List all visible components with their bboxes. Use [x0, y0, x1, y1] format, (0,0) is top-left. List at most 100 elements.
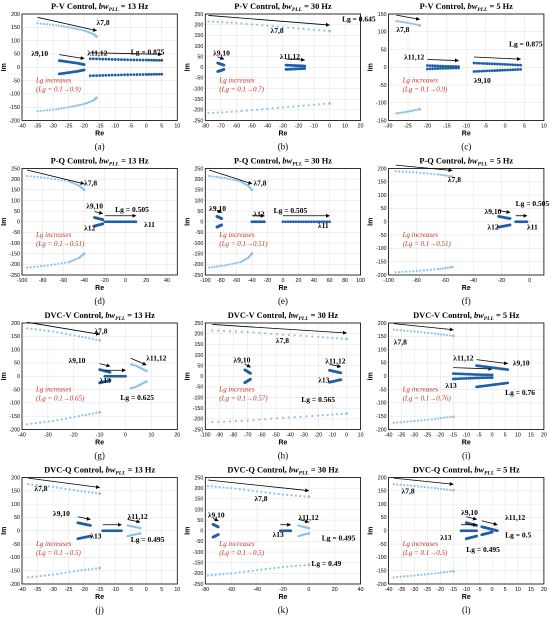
eigen-point: [104, 73, 108, 77]
eigen-point: [243, 570, 246, 573]
annotation-label: Lg = 0.645: [342, 14, 376, 23]
eigen-point: [450, 265, 454, 269]
x-tick-label: 0: [328, 124, 331, 130]
eigen-point: [396, 483, 399, 486]
branch: [328, 363, 343, 375]
eigen-point: [286, 493, 289, 496]
eigen-point: [160, 72, 164, 76]
eigen-point: [408, 170, 411, 174]
eigen-point: [92, 74, 95, 78]
branch: [76, 516, 92, 527]
eigen-point: [488, 62, 491, 66]
x-tick-label: -10: [310, 124, 318, 130]
plot-frame: [204, 168, 362, 276]
eigen-point: [226, 572, 229, 575]
y-tick-label: 150: [378, 180, 387, 186]
eigen-point: [446, 333, 449, 337]
eigen-point: [36, 265, 39, 268]
eigen-point: [451, 569, 455, 573]
title-suffix: = 13 Hz: [126, 466, 156, 475]
x-tick-label: -20: [314, 433, 322, 439]
eigen-point: [43, 264, 46, 267]
x-tick-label: 0: [145, 124, 148, 130]
y-tick-label: 250: [194, 166, 203, 172]
eigen-point: [80, 569, 83, 572]
direction-arrow: [130, 357, 147, 366]
eigen-point: [261, 108, 264, 111]
annotation-label: Lg = 0.76: [505, 388, 535, 397]
eigen-point: [249, 377, 252, 381]
eigen-point: [67, 180, 70, 183]
x-tick-label: -80: [201, 124, 209, 130]
panel-label: (b): [278, 142, 289, 152]
eigen-point: [408, 270, 411, 273]
eigen-point: [43, 420, 46, 424]
eigen-point: [46, 264, 49, 267]
x-tick-label: -10: [96, 433, 104, 439]
branch: [451, 376, 494, 381]
x-tick-label: -10: [462, 124, 470, 130]
eigen-point: [331, 413, 334, 416]
x-tick-label: 0: [124, 278, 127, 284]
eigen-point: [266, 107, 269, 110]
x-tick-label: -5: [128, 124, 133, 130]
eigen-point: [479, 376, 483, 380]
annotation-label: λ9,10: [461, 508, 478, 517]
y-tick-label: -100: [376, 246, 387, 252]
eigen-point: [328, 29, 331, 33]
y-tick-label: 200: [378, 321, 387, 327]
eigen-point: [104, 57, 108, 61]
x-tick-label: -40: [469, 278, 477, 284]
y-tick-label: 250: [11, 166, 20, 172]
eigen-point: [471, 372, 475, 376]
x-tick-label: -15: [449, 433, 457, 439]
x-tick-label: -30: [411, 587, 419, 593]
eigen-point: [430, 332, 433, 335]
branch: [101, 522, 123, 533]
annotation-label: λ12: [253, 209, 264, 218]
eigen-point: [508, 63, 512, 67]
title-suffix: = 5 Hz: [494, 466, 520, 475]
eigen-point: [221, 111, 224, 114]
eigen-point: [132, 73, 136, 77]
annotation-label: λ11,12: [453, 353, 473, 362]
lg-increase-text: (Lg = 0.1→0.51): [219, 240, 268, 248]
eigen-point: [92, 57, 95, 61]
eigen-point: [101, 74, 105, 77]
eigen-point: [275, 333, 279, 336]
eigen-point: [448, 175, 451, 178]
title-suffix: = 30 Hz: [308, 311, 338, 320]
direction-arrow: [396, 14, 421, 21]
eigen-point: [311, 335, 314, 338]
branch: [103, 213, 138, 224]
x-tick-label: 0: [345, 433, 348, 439]
title-suffix: = 13 Hz: [119, 157, 149, 166]
eigen-point: [399, 111, 402, 114]
eigen-point: [72, 27, 75, 30]
lg-increase-text: (Lg = 0.1→0.57): [219, 395, 268, 403]
eigen-point: [230, 21, 233, 24]
eigen-point: [264, 491, 267, 494]
eigen-point: [484, 376, 488, 380]
x-tick-label: 15: [528, 433, 534, 439]
eigen-point: [493, 62, 497, 66]
eigen-point: [437, 332, 440, 336]
eigen-point: [217, 420, 220, 423]
eigen-point: [433, 172, 436, 176]
annotation-label: λ11,12: [298, 513, 318, 522]
y-tick-label: 100: [194, 353, 203, 359]
annotation-label: λ13: [273, 530, 284, 539]
annotation-label: λ12: [487, 223, 498, 232]
eigen-point: [234, 330, 237, 333]
x-tick-label: 80: [342, 278, 348, 284]
eigen-point: [126, 58, 130, 62]
eigen-point: [443, 266, 447, 270]
annotation-label: λ7,8: [276, 336, 289, 345]
eigen-point: [238, 488, 241, 491]
eigen-point: [78, 28, 82, 31]
eigen-point: [144, 380, 148, 383]
y-tick-label: -100: [9, 92, 20, 98]
branch: [395, 107, 422, 115]
eigen-point: [246, 419, 249, 422]
eigen-point: [284, 220, 287, 224]
